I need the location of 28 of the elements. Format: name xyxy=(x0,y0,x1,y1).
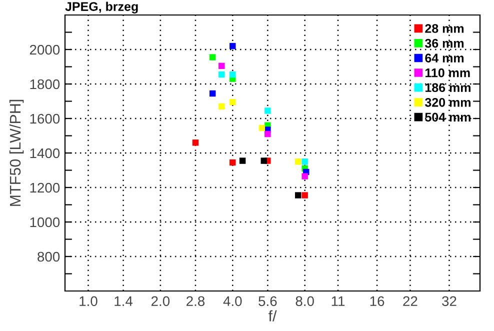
x-tick-label: 16 xyxy=(370,296,384,306)
y-tick-label: 1600 xyxy=(30,114,60,124)
x-tick-label: 11 xyxy=(332,296,345,306)
y-tick-label: 1200 xyxy=(30,182,60,193)
y-tick-label: 1000 xyxy=(30,217,60,228)
y-tick-label: 1800 xyxy=(30,79,60,90)
legend-label: 64 mm xyxy=(425,54,464,62)
legend-label: 320 mm xyxy=(424,98,470,107)
x-tick-label: 4.0 xyxy=(223,296,242,306)
legend-label: 28 mm xyxy=(425,24,464,33)
x-tick-label: 5.6 xyxy=(258,296,277,306)
legend-label: 110 mm xyxy=(425,68,470,78)
x-tick-label: 22 xyxy=(403,296,418,306)
x-tick-label: 2.8 xyxy=(186,296,205,306)
y-tick-label: 1400 xyxy=(30,148,60,158)
legend-label: 186 mm xyxy=(425,83,470,92)
y-axis-title: MTF50 [LW/PH] xyxy=(9,100,24,206)
x-tick-label: 1.4 xyxy=(114,296,133,306)
x-tick-label: 32 xyxy=(442,296,456,306)
x-tick-label: 1.0 xyxy=(80,296,98,306)
x-tick-label: 2.0 xyxy=(151,296,170,306)
x-axis-title: f/ xyxy=(268,310,277,322)
legend-label: 36 mm xyxy=(424,38,464,48)
y-tick-label: 800 xyxy=(38,252,60,262)
y-tick-label: 2000 xyxy=(30,44,60,55)
chart-title: JPEG, brzeg xyxy=(65,2,138,14)
legend-label: 504 mm xyxy=(425,112,470,122)
x-tick-label: 8.0 xyxy=(296,296,314,306)
